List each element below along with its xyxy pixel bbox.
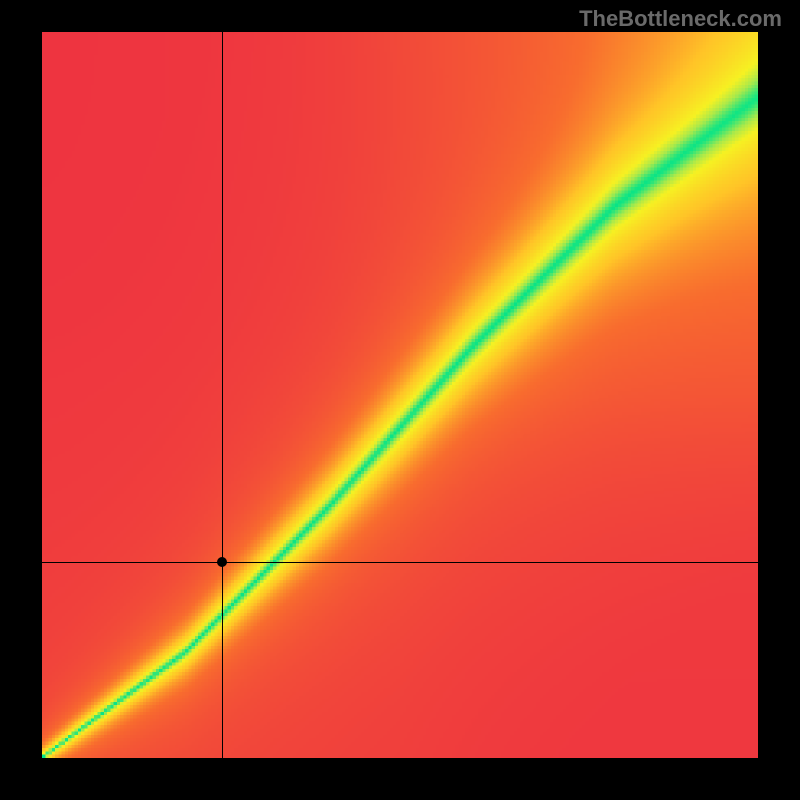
watermark-text: TheBottleneck.com [579, 6, 782, 32]
crosshair-marker-dot [217, 557, 227, 567]
crosshair-horizontal [42, 562, 758, 563]
crosshair-vertical [222, 32, 223, 758]
heatmap-plot-area [42, 32, 758, 758]
heatmap-canvas [42, 32, 758, 758]
